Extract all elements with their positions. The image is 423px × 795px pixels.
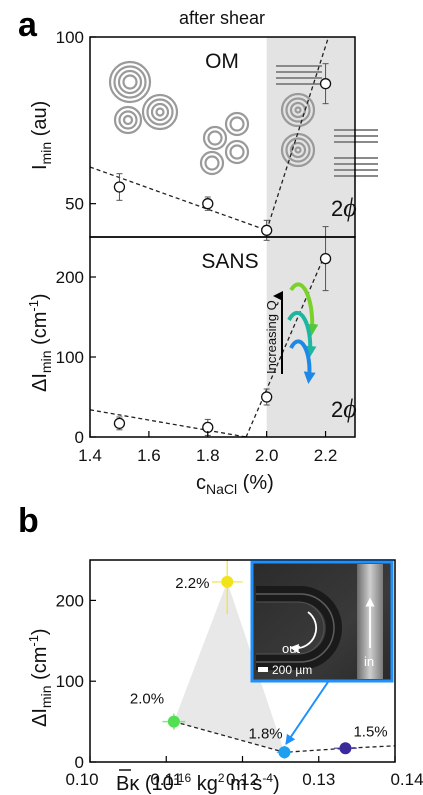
increasing-q-label: Increasing Q [264, 300, 279, 374]
vesicle-ring [146, 98, 174, 126]
y-tick-label: 0 [75, 428, 84, 447]
x-tick-label: 2.0 [255, 446, 279, 465]
vesicle-ring [199, 150, 225, 176]
y-tick-label: 0 [75, 753, 84, 772]
bkappa-shaded-region [173, 581, 285, 753]
panel-a-title: after shear [179, 8, 265, 28]
two-phase-label-top: 2ϕ [331, 193, 357, 222]
vesicle-ring [202, 125, 228, 151]
y-tick-label: 100 [56, 672, 84, 691]
vesicle-ring [289, 141, 307, 159]
x-tick-label: 0.11 [150, 770, 182, 789]
y-tick-label: 200 [56, 591, 84, 610]
x-tick-label: 0.10 [65, 770, 98, 789]
om-label: OM [205, 50, 239, 73]
panel-b-letter: b [18, 502, 39, 540]
om-y-ticks: 50 100 [56, 28, 96, 214]
vesicle-ring [113, 105, 143, 135]
point-label: 2.0% [130, 691, 164, 708]
sans-x-axis-label: cNaCl (%) [196, 472, 274, 497]
vesicle-ring [118, 110, 138, 130]
sans-y-axis-label: ΔImin (cm-1) [26, 293, 54, 392]
data-point [261, 391, 273, 403]
vesicle-ring [294, 146, 302, 154]
vesicle-ring [229, 116, 245, 132]
data-point [261, 224, 273, 236]
vesicle-ring [155, 107, 165, 117]
x-tick-label: 2.2 [314, 446, 338, 465]
inset-out-label: out [282, 641, 300, 656]
data-point [202, 421, 214, 434]
panel-a-letter: a [18, 6, 38, 44]
data-point [319, 78, 332, 90]
bkappa-fit-line [173, 720, 395, 753]
inset-in-label: in [364, 654, 374, 669]
y-tick-label: 50 [65, 195, 84, 214]
vesicle-ring [108, 60, 152, 104]
point-label: 2.2% [175, 575, 209, 592]
data-point [221, 575, 234, 588]
vesicle-ring [229, 144, 245, 160]
q-arrow-teal [287, 310, 317, 358]
point-label: 1.5% [353, 723, 387, 740]
data-point [167, 715, 180, 728]
vesicle-ring [280, 92, 316, 128]
vesicle-ring [294, 106, 302, 114]
fit-line [173, 720, 395, 753]
two-phase-label-bottom: 2ϕ [331, 394, 357, 423]
vesicle-ring [204, 155, 220, 171]
q-arrow-green [289, 282, 319, 336]
inset-scale-bar-label: 200 µm [272, 663, 312, 677]
vesicle-ring [141, 93, 179, 131]
bkappa-x-axis-label: Bκ (10-16 kg2 m s-4) [116, 771, 280, 795]
vesicle-ring [150, 102, 170, 122]
vesicle-ring [207, 130, 223, 146]
y-tick-label: 100 [56, 28, 84, 47]
x-tick-label: 1.4 [78, 446, 102, 465]
om-y-axis-label: Imin (au) [29, 101, 54, 170]
om-data-points [113, 63, 332, 241]
vesicle-ring [224, 111, 250, 137]
q-arrow-blue [289, 339, 316, 384]
data-point [113, 181, 126, 193]
fit-line [266, 37, 330, 231]
x-tick-label: 0.13 [302, 770, 335, 789]
fit-line [90, 409, 247, 437]
inset-pointer-arrow [285, 681, 329, 745]
vesicle-ring [285, 97, 311, 123]
x-tick-label: 1.8 [196, 446, 220, 465]
data-point [339, 742, 352, 755]
vesicle-ring [117, 69, 143, 95]
sans-fit-lines [90, 252, 327, 437]
sans-label: SANS [201, 250, 258, 273]
vesicle-ring [224, 139, 250, 165]
x-tick-label: 0.12 [226, 770, 259, 789]
data-point [319, 252, 332, 265]
vesicle-ring [285, 137, 311, 163]
vesicle-ring [122, 114, 134, 126]
bkappa-ticks: 0 100 200 0.10 0.11 0.12 0.13 0.14 [56, 591, 423, 789]
point-label: 1.8% [248, 725, 282, 742]
fit-line [90, 166, 267, 231]
vesicle-ring [122, 74, 138, 90]
x-tick-label: 0.14 [390, 770, 423, 789]
inset-microscopy-image [250, 560, 394, 683]
bkappa-data-points: 2.2% 2.0% 1.8% 1.5% [130, 560, 388, 759]
data-point [278, 746, 291, 759]
bkappa-y-axis-label: ΔImin (cm-1) [26, 628, 54, 727]
y-tick-label: 200 [56, 268, 84, 287]
data-point [113, 417, 126, 430]
vesicle-ring [113, 65, 147, 99]
data-point [202, 198, 214, 210]
sans-axes-frame [89, 236, 356, 438]
sans-ticks: 0 100 200 1.4 1.6 1.8 2.0 2.2 [56, 268, 338, 465]
om-schematic-lamellar-stacks [276, 65, 378, 177]
x-tick-label: 1.6 [137, 446, 161, 465]
y-tick-label: 100 [56, 348, 84, 367]
sans-data-points [113, 226, 332, 436]
om-schematic-multilamellar-vesicles [108, 60, 316, 176]
fit-line [245, 252, 327, 437]
